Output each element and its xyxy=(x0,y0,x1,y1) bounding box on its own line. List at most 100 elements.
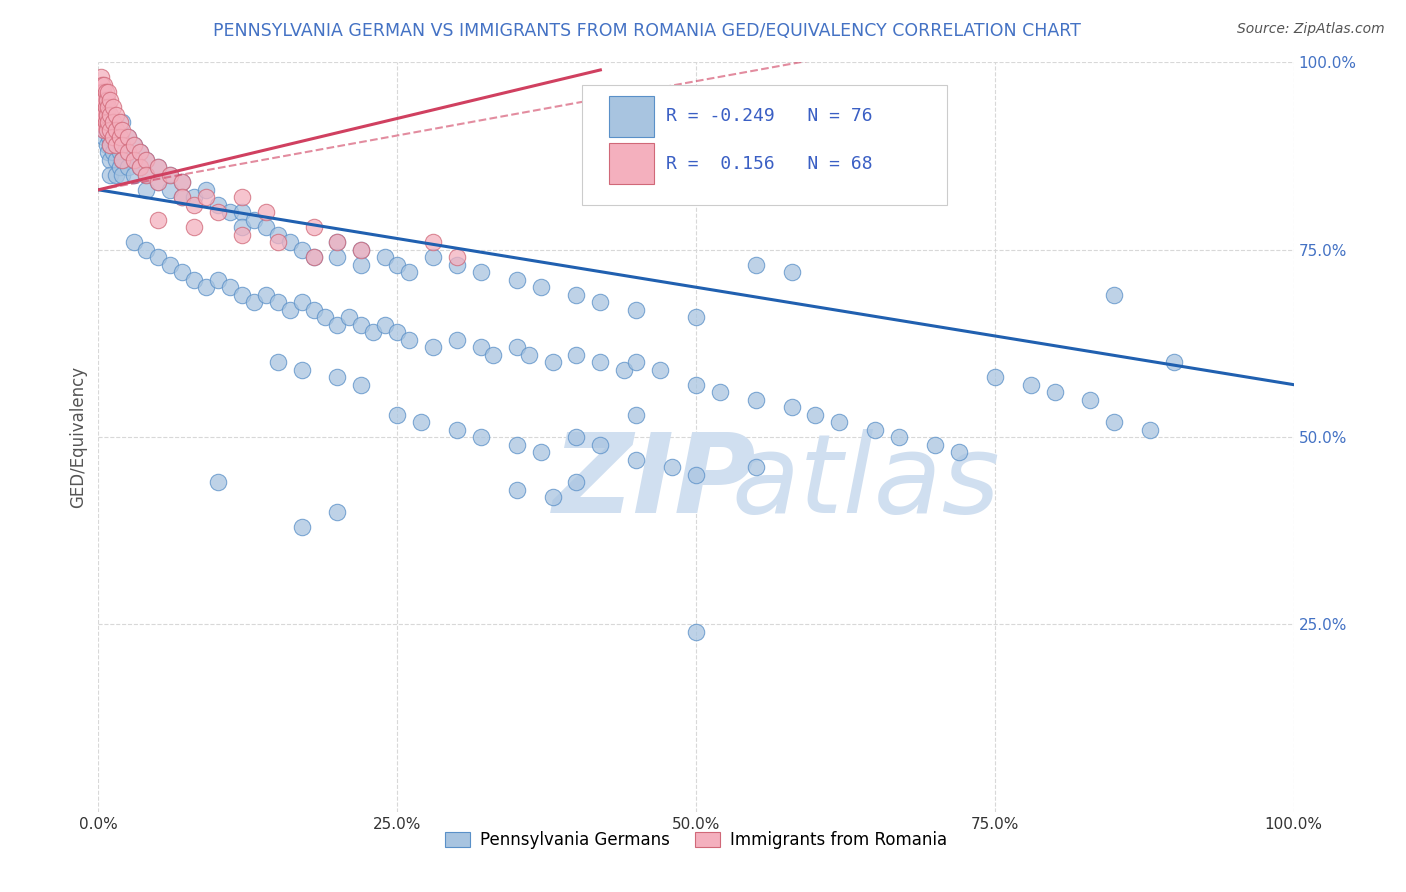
Point xyxy=(96,115,118,129)
Point xyxy=(446,258,468,272)
Point xyxy=(97,145,120,160)
Text: atlas: atlas xyxy=(733,428,1001,535)
Point xyxy=(326,370,349,384)
Point xyxy=(98,108,122,122)
Point xyxy=(148,212,170,227)
Text: Source: ZipAtlas.com: Source: ZipAtlas.com xyxy=(1237,22,1385,37)
Point xyxy=(267,355,290,369)
Point xyxy=(148,161,170,175)
Point xyxy=(470,340,492,354)
Point xyxy=(685,624,707,639)
Point xyxy=(105,123,128,137)
Point xyxy=(589,295,612,310)
Point xyxy=(90,100,112,114)
Point xyxy=(422,235,444,250)
Point xyxy=(98,137,122,152)
Point xyxy=(159,168,181,182)
FancyBboxPatch shape xyxy=(609,95,654,137)
Point xyxy=(302,302,325,317)
Point xyxy=(101,130,124,145)
Point xyxy=(626,355,648,369)
Point xyxy=(948,445,970,459)
Point xyxy=(98,123,122,137)
Point xyxy=(183,273,205,287)
Text: R =  0.156   N = 68: R = 0.156 N = 68 xyxy=(666,154,873,172)
Point xyxy=(105,137,128,152)
Point xyxy=(889,430,911,444)
Point xyxy=(111,115,134,129)
Point xyxy=(267,227,290,242)
Point xyxy=(506,340,529,354)
Point xyxy=(91,86,114,100)
Point xyxy=(159,183,181,197)
Point xyxy=(183,190,205,204)
Point xyxy=(541,355,564,369)
Point xyxy=(111,168,134,182)
Point xyxy=(865,423,887,437)
Point xyxy=(172,190,194,204)
Point xyxy=(350,377,373,392)
Point xyxy=(207,273,229,287)
Point xyxy=(172,190,194,204)
Point xyxy=(302,220,325,235)
Point xyxy=(93,108,115,122)
Point xyxy=(1043,385,1066,400)
Point xyxy=(589,355,612,369)
Point xyxy=(326,505,349,519)
Point xyxy=(135,243,157,257)
Point xyxy=(385,258,409,272)
Point xyxy=(1104,287,1126,301)
Point xyxy=(1163,355,1185,369)
Point xyxy=(231,287,253,301)
Point xyxy=(350,243,373,257)
Point xyxy=(135,153,157,167)
Point xyxy=(96,123,118,137)
Point xyxy=(124,153,146,167)
Point xyxy=(326,235,349,250)
Point xyxy=(101,115,124,129)
Point xyxy=(363,325,385,339)
Point xyxy=(254,205,277,219)
Point xyxy=(96,137,118,152)
Point xyxy=(481,348,505,362)
Point xyxy=(94,115,117,129)
Point xyxy=(159,258,181,272)
Point xyxy=(302,250,325,264)
Point xyxy=(98,137,122,152)
Point xyxy=(195,183,218,197)
Point xyxy=(124,137,146,152)
Point xyxy=(446,333,468,347)
Point xyxy=(530,445,553,459)
Point xyxy=(565,475,588,489)
Point xyxy=(446,423,468,437)
Point xyxy=(411,415,433,429)
Point xyxy=(108,115,131,129)
Text: R = -0.249   N = 76: R = -0.249 N = 76 xyxy=(666,107,873,126)
Y-axis label: GED/Equivalency: GED/Equivalency xyxy=(69,366,87,508)
Point xyxy=(745,258,768,272)
Point xyxy=(207,475,229,489)
Point xyxy=(350,258,373,272)
Point xyxy=(111,153,134,167)
Point xyxy=(117,130,139,145)
Point xyxy=(105,153,128,167)
Point xyxy=(685,467,707,482)
Point xyxy=(470,265,492,279)
Point xyxy=(350,243,373,257)
FancyBboxPatch shape xyxy=(582,85,948,205)
Legend: Pennsylvania Germans, Immigrants from Romania: Pennsylvania Germans, Immigrants from Ro… xyxy=(439,824,953,855)
Point xyxy=(90,86,112,100)
Point xyxy=(422,340,444,354)
Point xyxy=(565,287,588,301)
Point xyxy=(124,153,146,167)
Point xyxy=(745,460,768,475)
Point xyxy=(93,123,115,137)
Point xyxy=(98,123,122,137)
Point xyxy=(219,205,242,219)
Point xyxy=(315,310,337,325)
Point xyxy=(828,415,851,429)
Point xyxy=(117,145,139,160)
Point xyxy=(135,168,157,182)
Point xyxy=(350,318,373,332)
Point xyxy=(124,137,146,152)
